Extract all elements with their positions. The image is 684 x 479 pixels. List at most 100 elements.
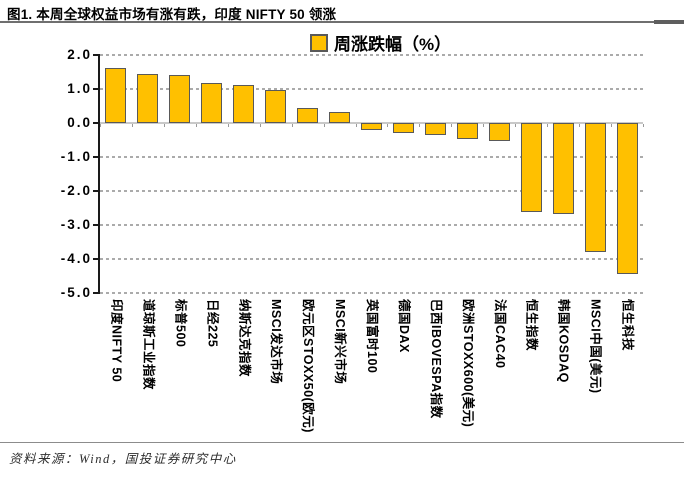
x-axis-category-label: 日经225	[205, 299, 220, 348]
bar	[456, 123, 478, 140]
x-label-slot: MSCI中国(美元)	[579, 299, 611, 445]
y-axis-tick	[93, 156, 98, 158]
y-axis-tick	[93, 224, 98, 226]
y-axis-tick-label: 1.0	[67, 81, 92, 96]
legend-swatch-icon	[310, 33, 328, 52]
bar	[392, 123, 414, 134]
plot-area	[93, 54, 644, 294]
x-axis-category-label: 纳斯达克指数	[237, 299, 252, 378]
x-label-slot: 纳斯达克指数	[228, 299, 260, 445]
x-axis-tick	[291, 124, 293, 127]
x-axis-category-label: MSCI发达市场	[269, 299, 284, 385]
title-divider	[0, 21, 684, 23]
footer-divider	[0, 442, 684, 443]
x-axis-tick	[163, 124, 165, 127]
y-axis-tick-label: -5.0	[60, 285, 92, 300]
bar	[361, 123, 382, 131]
bar	[616, 123, 638, 275]
x-axis-tick	[483, 124, 485, 127]
bar	[552, 123, 574, 215]
y-axis-tick	[93, 54, 98, 56]
y-axis-tick-label: -4.0	[60, 251, 92, 266]
x-axis-tick	[195, 124, 197, 127]
x-axis-category-label: 标普500	[173, 299, 188, 348]
gridline	[100, 88, 643, 90]
x-axis-category-label: MSCI新兴市场	[333, 299, 348, 385]
x-axis-tick	[515, 124, 517, 127]
y-axis-tick	[93, 258, 98, 260]
x-axis-tick	[419, 124, 421, 127]
y-axis-tick	[93, 190, 98, 192]
y-axis-tick-label: -3.0	[60, 217, 92, 232]
bar	[105, 67, 127, 123]
x-label-slot: 恒生指数	[515, 299, 547, 445]
y-axis-tick-label: 2.0	[67, 47, 92, 62]
x-axis-tick	[227, 124, 229, 127]
x-axis-tick	[387, 124, 389, 127]
x-axis-category-label: 欧元区STOXX50(欧元)	[301, 299, 316, 433]
gridline	[100, 258, 643, 260]
x-axis-tick	[131, 124, 133, 127]
x-axis-category-label: 恒生科技	[620, 299, 635, 352]
x-axis-category-label: 德国DAX	[396, 299, 411, 353]
x-label-slot: 欧元区STOXX50(欧元)	[292, 299, 324, 445]
gridline	[100, 156, 643, 158]
x-axis-category-label: 恒生指数	[524, 299, 539, 352]
x-axis-tick	[611, 124, 613, 127]
x-axis-tick	[323, 124, 325, 127]
x-label-slot: MSCI新兴市场	[324, 299, 356, 445]
gridline	[100, 224, 643, 226]
bar	[233, 84, 255, 123]
x-label-slot: 法国CAC40	[483, 299, 515, 445]
x-axis-tick	[547, 124, 549, 127]
gridline	[100, 54, 643, 56]
chart-legend: 周涨跌幅（%）	[310, 30, 451, 55]
legend-label: 周涨跌幅（%）	[334, 35, 452, 54]
x-axis-category-label: 法国CAC40	[492, 299, 507, 369]
x-label-slot: 恒生科技	[611, 299, 643, 445]
x-axis-tick	[100, 124, 101, 127]
x-label-slot: 德国DAX	[387, 299, 419, 445]
bar	[169, 75, 191, 123]
y-axis-tick-label: -2.0	[60, 183, 92, 198]
y-axis-tick	[93, 292, 98, 294]
y-axis-tick	[93, 122, 98, 124]
bar	[265, 90, 287, 123]
bar	[201, 83, 223, 123]
bar	[297, 108, 319, 123]
x-axis-category-label: 巴西IBOVESPA指数	[428, 299, 443, 419]
x-label-slot: 标普500	[164, 299, 196, 445]
x-axis-category-label: 欧洲STOXX600(美元)	[460, 299, 475, 428]
x-label-slot: 韩国KOSDAQ	[547, 299, 579, 445]
x-axis-category-label: 印度NIFTY 50	[109, 299, 124, 383]
x-axis-tick	[355, 124, 357, 127]
x-label-slot: 日经225	[196, 299, 228, 445]
x-axis-tick	[451, 124, 453, 127]
x-label-slot: 道琼斯工业指数	[132, 299, 164, 445]
x-axis-tick	[643, 124, 644, 127]
bar	[137, 73, 159, 123]
x-label-slot: 印度NIFTY 50	[100, 299, 132, 445]
bar	[488, 123, 510, 141]
gridline	[100, 190, 643, 192]
bar	[424, 123, 446, 136]
figure-title: 图1. 本周全球权益市场有涨有跌，印度 NIFTY 50 领涨	[7, 7, 337, 22]
x-axis-tick	[259, 124, 261, 127]
x-label-slot: MSCI发达市场	[260, 299, 292, 445]
x-axis-category-label: MSCI中国(美元)	[588, 299, 603, 394]
x-label-slot: 英国富时100	[356, 299, 388, 445]
bar-chart: 2.0 1.0 0.0 -1.0 -2.0 -3.0 -4.0 -5.0 印度NIFTY 50…	[0, 47, 684, 447]
gridline	[100, 292, 643, 294]
y-axis-tick	[93, 88, 98, 90]
x-axis-category-label: 道琼斯工业指数	[141, 299, 156, 391]
y-axis-tick-label: -1.0	[60, 149, 92, 164]
title-divider-accent	[654, 20, 684, 24]
y-axis-line	[98, 54, 100, 294]
y-axis-tick-label: 0.0	[67, 115, 92, 130]
bar	[520, 123, 542, 212]
x-axis-category-label: 英国富时100	[365, 299, 380, 374]
bar	[584, 123, 606, 253]
x-axis-tick	[579, 124, 581, 127]
source-note: 资料来源：Wind，国投证券研究中心	[9, 452, 237, 466]
